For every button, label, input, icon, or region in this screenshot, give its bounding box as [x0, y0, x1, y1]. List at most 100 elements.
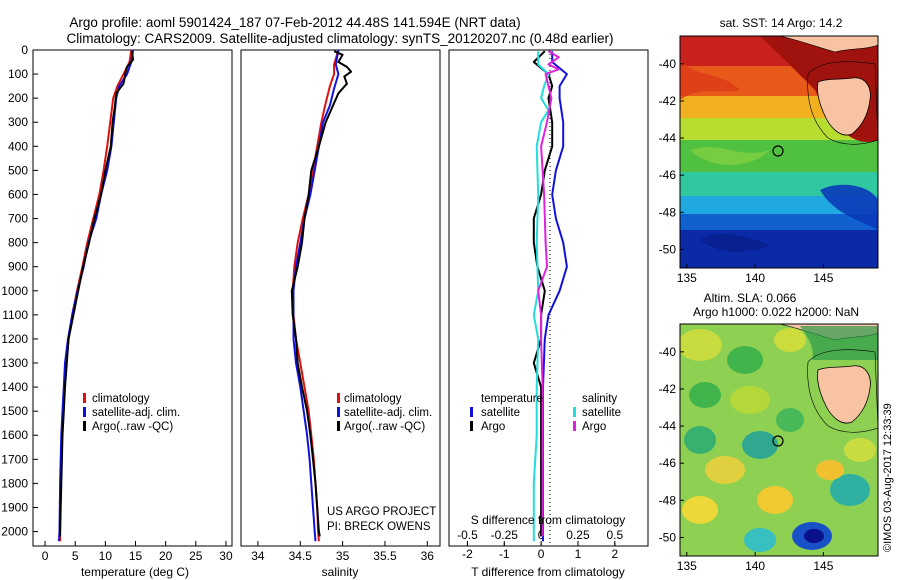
legend-s-argo-label: Argo — [582, 421, 606, 433]
x-tick-label: 36 — [421, 549, 435, 563]
map-y-tick-label: -44 — [659, 131, 677, 145]
sla-map-title: Altim. SLA: 0.066 — [704, 291, 797, 305]
y-tick-label: 1700 — [1, 452, 28, 466]
x-tick-label: 34.5 — [289, 549, 313, 563]
legend-salinity-heading: salinity — [582, 393, 617, 405]
map-y-tick-label: -44 — [659, 419, 677, 433]
title-line1: Argo profile: aoml 5901424_187 07-Feb-20… — [69, 15, 520, 30]
difference-panel: -2 -1 0 1 2 -0.5 -0.25 0 0.25 0.5 S difference f… — [448, 49, 649, 579]
sst-map: sat. SST: 14 Argo: 14.2 135 140 145 -50 -48 -… — [659, 16, 879, 285]
legend-climatology-label: climatology — [92, 393, 150, 405]
series-line — [59, 51, 135, 537]
s-tick-label: -0.5 — [457, 528, 478, 542]
map-y-tick-label: -42 — [659, 382, 677, 396]
sst-map-title: sat. SST: 14 Argo: 14.2 — [720, 16, 843, 30]
legend-argo-label: Argo(..raw -QC) — [92, 421, 173, 433]
s-tick-label: 0.25 — [566, 528, 590, 542]
x-tick-label: -2 — [462, 547, 473, 561]
legend-t-satellite-label: satellite — [481, 407, 520, 419]
t-difference-xlabel: T difference from climatology — [471, 565, 625, 579]
y-tick-label: 1600 — [1, 428, 28, 442]
x-tick-label: 0 — [538, 547, 545, 561]
x-tick-label: 35 — [336, 549, 350, 563]
x-tick-label: 0 — [42, 549, 49, 563]
map-y-tick-label: -40 — [659, 57, 677, 71]
legend-t-argo-label: Argo — [481, 421, 505, 433]
x-tick-label: 5 — [72, 549, 79, 563]
sla-map-frame — [679, 323, 879, 557]
sla-field — [680, 324, 878, 556]
y-tick-label: 1100 — [2, 308, 28, 322]
x-tick-label: 35.5 — [373, 549, 397, 563]
y-tick-label: 500 — [8, 163, 28, 177]
x-tick-label: -1 — [499, 547, 510, 561]
y-tick-label: 1400 — [1, 380, 28, 394]
legend-s-argo-swatch — [573, 421, 576, 431]
legend-s-satellite-label: satellite — [582, 407, 621, 419]
y-tick-label: 700 — [8, 212, 28, 226]
sla-map: Altim. SLA: 0.066 Argo h1000: 0.022 h200… — [659, 291, 879, 573]
legend-satellite-label: satellite-adj. clim. — [92, 407, 180, 419]
legend-temperature-heading: temperature — [481, 393, 543, 405]
y-tick-label: 1300 — [1, 356, 28, 370]
legend-argo-swatch — [337, 421, 340, 431]
x-tick-label: 30 — [219, 549, 233, 563]
legend-climatology-swatch — [83, 393, 86, 403]
legend-argo-label: Argo(..raw -QC) — [344, 421, 425, 433]
legend-satellite-label: satellite-adj. clim. — [344, 407, 432, 419]
y-tick-label: 300 — [8, 115, 28, 129]
map-y-tick-label: -50 — [659, 242, 677, 256]
map-y-tick-label: -48 — [659, 493, 677, 507]
y-tick-label: 1500 — [1, 404, 28, 418]
legend-satellite-swatch — [337, 407, 340, 417]
sla-map-subtitle: Argo h1000: 0.022 h2000: NaN — [693, 305, 859, 319]
difference-axes-frame — [448, 49, 649, 547]
y-tick-label: 600 — [8, 187, 28, 201]
y-tick-label: 200 — [8, 91, 28, 105]
legend-s-satellite-swatch — [573, 407, 576, 417]
map-y-tick-label: -42 — [659, 94, 677, 108]
series-line — [537, 50, 560, 537]
title-line2: Climatology: CARS2009. Satellite-adjuste… — [66, 31, 613, 46]
map-x-tick-label: 145 — [813, 559, 833, 573]
y-tick-label: 0 — [21, 43, 28, 57]
x-tick-label: 34 — [251, 549, 265, 563]
legend-t-argo-swatch — [470, 421, 473, 431]
y-tick-label: 2000 — [1, 525, 28, 539]
y-tick-label: 900 — [8, 260, 28, 274]
y-tick-label: 1900 — [1, 500, 28, 514]
s-tick-label: -0.25 — [491, 528, 519, 542]
x-tick-label: 10 — [99, 549, 113, 563]
s-tick-label: 0.5 — [606, 528, 623, 542]
map-y-tick-label: -48 — [659, 205, 677, 219]
legend-satellite-swatch — [83, 407, 86, 417]
project-label: US ARGO PROJECT — [327, 506, 436, 518]
y-tick-label: 800 — [8, 236, 28, 250]
x-tick-label: 25 — [189, 549, 203, 563]
x-tick-label: 1 — [575, 547, 582, 561]
watermark: ©IMOS 03-Aug-2017 12:33:39 — [882, 403, 894, 552]
argo-position-marker — [772, 145, 784, 157]
map-y-tick-label: -46 — [659, 168, 677, 182]
map-x-tick-label: 140 — [745, 271, 765, 285]
salinity-panel: 34 34.5 35 35.5 36 salinity climatology sate… — [240, 49, 441, 579]
temperature-xlabel: temperature (deg C) — [81, 565, 189, 579]
map-x-tick-label: 140 — [745, 559, 765, 573]
tasmania — [817, 77, 871, 136]
salinity-xlabel: salinity — [322, 565, 359, 579]
map-y-tick-label: -50 — [659, 530, 677, 544]
map-y-tick-label: -46 — [659, 456, 677, 470]
temperature-axes-frame — [32, 49, 233, 547]
temperature-legend: climatology satellite-adj. clim. Argo(..… — [83, 393, 180, 433]
series-line — [532, 50, 554, 537]
australia-mainland — [779, 36, 878, 53]
sst-map-frame — [679, 35, 879, 269]
x-tick-label: 20 — [159, 549, 173, 563]
difference-legend: temperature satellite Argo salinity sate… — [470, 393, 621, 433]
salinity-legend: climatology satellite-adj. clim. Argo(..… — [337, 393, 432, 433]
argo-position-marker — [772, 435, 784, 447]
y-tick-label: 1800 — [1, 476, 28, 490]
map-x-tick-label: 135 — [677, 271, 697, 285]
series-line — [532, 51, 550, 542]
